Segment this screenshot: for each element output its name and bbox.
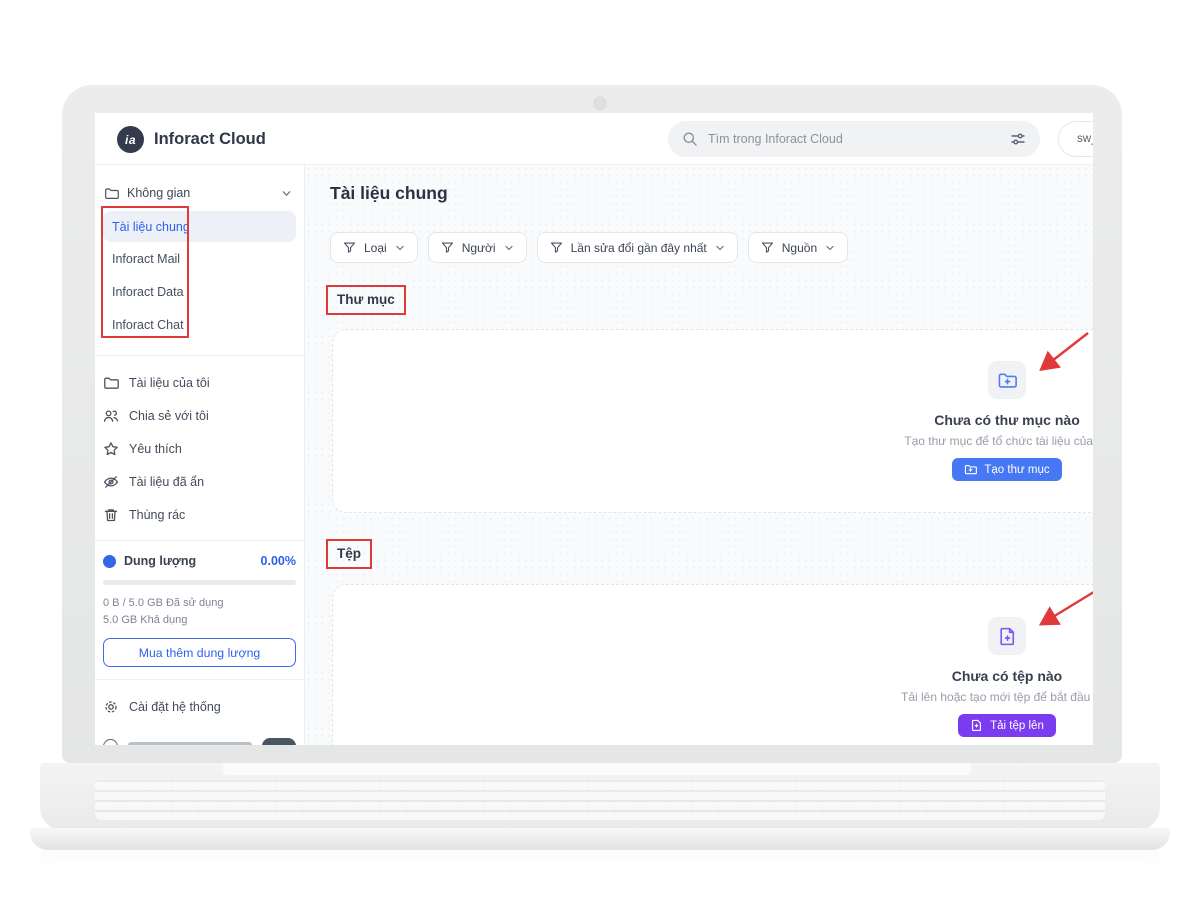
sidebar-item-inforact-mail[interactable]: Inforact Mail [112, 251, 181, 266]
storage-used-text: 0 B / 5.0 GB Đã sử dụng [103, 597, 224, 609]
search-placeholder: Tìm trong Inforact Cloud [708, 132, 843, 146]
create-folder-button[interactable]: Tạo thư mục [952, 458, 1062, 481]
chevron-down-icon [395, 243, 405, 253]
sidebar-section-label: Không gian [127, 186, 191, 200]
gear-icon [103, 699, 119, 715]
star-icon [103, 441, 119, 457]
laptop-deck [40, 763, 1160, 830]
filter-bar: Loại Người [330, 232, 849, 263]
laptop-base [30, 828, 1170, 850]
laptop-hinge [223, 763, 971, 775]
chevron-down-icon [504, 243, 514, 253]
button-label: Tạo thư mục [984, 463, 1050, 476]
eye-off-icon [103, 474, 119, 490]
trash-icon [103, 507, 119, 523]
search-filter-icon[interactable] [1010, 131, 1026, 147]
main-content: Tài liệu chung Loại [305, 165, 1093, 745]
sidebar-item-label: Tài liệu của tôi [129, 375, 210, 390]
topbar: ia Inforact Cloud Tìm trong Inforact Clo… [95, 113, 1093, 165]
filter-type[interactable]: Loại [330, 232, 418, 263]
files-empty-card: Chưa có tệp nào Tải lên hoặc tạo mới tệp… [332, 584, 1093, 745]
sidebar: Không gian Tài liệu chung Inforact Mail … [95, 165, 305, 745]
folders-section-label: Thư mục [337, 292, 395, 307]
divider [95, 355, 304, 356]
page-title: Tài liệu chung [330, 183, 448, 203]
chevron-down-icon[interactable] [281, 188, 292, 199]
sidebar-item-hidden-documents[interactable]: Tài liệu đã ẩn [95, 465, 304, 498]
app-logo[interactable]: ia [117, 126, 144, 153]
circle-icon [103, 738, 118, 745]
laptop-keyboard [95, 780, 1105, 820]
folders-empty-subtitle: Tạo thư mục để tổ chức tài liệu của bạ [904, 434, 1093, 448]
divider [95, 679, 304, 680]
folder-icon [104, 186, 119, 201]
sidebar-item-system-settings[interactable]: Cài đặt hệ thống [95, 690, 304, 723]
files-empty-subtitle: Tải lên hoặc tạo mới tệp để bắt đầu làm [901, 690, 1093, 704]
storage-percent: 0.00% [260, 554, 296, 568]
upload-file-button[interactable]: Tải tệp lên [958, 714, 1056, 737]
filter-last-modified[interactable]: Lần sửa đổi gần đây nhất [536, 232, 738, 263]
status-badge [262, 738, 296, 745]
sidebar-item-shared-with-me[interactable]: Chia sẻ với tôi [95, 399, 304, 432]
folders-empty-card: Chưa có thư mục nào Tạo thư mục để tổ ch… [332, 329, 1093, 513]
funnel-icon [550, 241, 563, 254]
folder-plus-icon [964, 463, 978, 476]
button-label: Tải tệp lên [990, 719, 1044, 732]
sidebar-item-cutoff[interactable] [103, 735, 296, 745]
storage-available-text: 5.0 GB Khả dụng [103, 614, 188, 626]
sidebar-item-inforact-data[interactable]: Inforact Data [112, 284, 184, 299]
storage-progress-bar [103, 580, 296, 585]
folder-icon [103, 375, 119, 391]
filter-label: Lần sửa đổi gần đây nhất [570, 240, 707, 255]
sidebar-item-tai-lieu-chung[interactable]: Tài liệu chung [103, 211, 296, 242]
storage-dot-icon [103, 554, 116, 568]
search-input[interactable]: Tìm trong Inforact Cloud [668, 121, 1040, 157]
file-plus-icon [988, 617, 1026, 655]
red-annotation-box-folders: Thư mục [326, 285, 406, 315]
funnel-icon [343, 241, 356, 254]
divider [95, 540, 304, 541]
sidebar-item-label: Chia sẻ với tôi [129, 408, 209, 423]
storage-label: Dung lượng [124, 554, 197, 568]
filter-people[interactable]: Người [427, 232, 527, 263]
app-title: Inforact Cloud [154, 129, 266, 148]
cutoff-label [128, 742, 252, 745]
sidebar-item-trash[interactable]: Thùng rác [95, 498, 304, 531]
search-icon [682, 131, 698, 147]
filter-label: Loại [364, 240, 387, 255]
funnel-icon [441, 241, 454, 254]
file-plus-icon [970, 719, 983, 732]
files-empty-title: Chưa có tệp nào [951, 668, 1063, 684]
folders-empty-title: Chưa có thư mục nào [934, 412, 1080, 428]
sidebar-item-my-documents[interactable]: Tài liệu của tôi [95, 366, 304, 399]
sidebar-item-label: Thùng rác [129, 507, 186, 522]
sidebar-item-favorites[interactable]: Yêu thích [95, 432, 304, 465]
sidebar-item-label: Cài đặt hệ thống [129, 699, 221, 714]
user-account-chip[interactable]: sw_d [1058, 121, 1093, 157]
files-section-label: Tệp [337, 546, 362, 561]
sidebar-section-spaces[interactable]: Không gian [95, 177, 304, 209]
laptop-camera [593, 96, 607, 111]
filter-source[interactable]: Nguồn [747, 232, 849, 263]
filter-label: Người [461, 240, 496, 255]
filter-label: Nguồn [781, 240, 818, 255]
sidebar-item-inforact-chat[interactable]: Inforact Chat [112, 317, 184, 332]
red-annotation-box-files: Tệp [326, 539, 373, 569]
chevron-down-icon [825, 243, 835, 253]
folder-plus-icon [988, 361, 1026, 399]
buy-storage-button[interactable]: Mua thêm dung lượng [103, 638, 296, 667]
funnel-icon [761, 241, 774, 254]
app-screen: ia Inforact Cloud Tìm trong Inforact Clo… [95, 113, 1093, 745]
sidebar-item-label: Tài liệu đã ẩn [129, 474, 205, 489]
chevron-down-icon [715, 243, 725, 253]
storage-widget: Dung lượng 0.00% 0 B / 5.0 GB Đã sử dụng… [95, 549, 304, 667]
sidebar-item-label: Yêu thích [129, 441, 182, 456]
users-icon [103, 408, 119, 424]
